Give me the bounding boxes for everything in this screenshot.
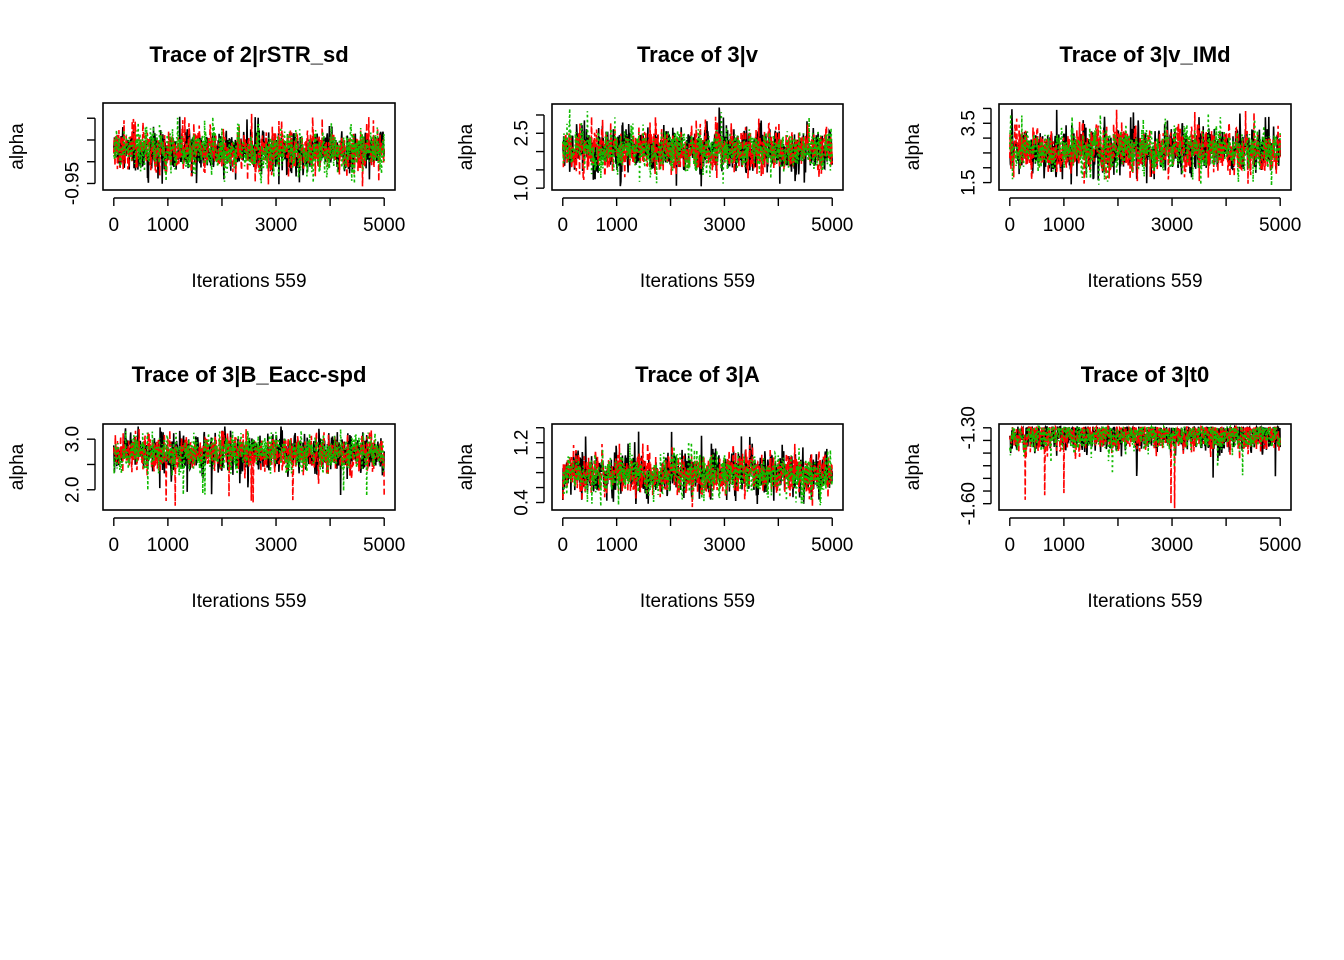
x-axis: 0 1000 3000 5000 bbox=[557, 197, 853, 236]
x-tick-label: 1000 bbox=[596, 215, 638, 236]
x-tick-label: 3000 bbox=[703, 535, 745, 556]
x-axis: 0 1000 3000 5000 bbox=[109, 517, 405, 556]
x-axis-label: Iterations 559 bbox=[640, 271, 755, 292]
trace-panel-rstr-sd: Trace of 2|rSTR_sd Iterations 559 alpha … bbox=[7, 42, 405, 292]
y-tick-label: 1.2 bbox=[512, 429, 533, 455]
x-axis: 0 1000 3000 5000 bbox=[557, 517, 853, 556]
x-tick-label: 1000 bbox=[147, 535, 189, 556]
y-axis-label: alpha bbox=[456, 123, 477, 170]
x-tick-label: 0 bbox=[109, 535, 120, 556]
trace-line-chain-3 bbox=[562, 108, 833, 184]
y-axis: -1.30 -1.60 bbox=[959, 406, 992, 525]
plot-box bbox=[102, 102, 396, 191]
trace-line-chain-3 bbox=[1009, 113, 1281, 186]
traces bbox=[113, 113, 385, 187]
x-tick-label: 1000 bbox=[1043, 215, 1085, 236]
y-tick-label: -1.30 bbox=[959, 406, 980, 449]
x-tick-label: 1000 bbox=[1043, 535, 1085, 556]
plot-box bbox=[551, 423, 844, 511]
traces bbox=[562, 107, 833, 187]
y-tick-label: 1.0 bbox=[512, 175, 533, 201]
x-tick-label: 3000 bbox=[255, 215, 297, 236]
y-tick-label: 1.5 bbox=[959, 169, 980, 195]
x-tick-label: 0 bbox=[557, 535, 568, 556]
y-tick-label: 3.0 bbox=[63, 426, 84, 452]
traces bbox=[1009, 109, 1281, 186]
y-axis-label: alpha bbox=[903, 443, 924, 490]
panel-title: Trace of 3|A bbox=[635, 362, 760, 387]
plot-box bbox=[998, 423, 1292, 511]
x-tick-label: 5000 bbox=[1259, 215, 1301, 236]
x-tick-label: 5000 bbox=[363, 215, 405, 236]
y-axis: 0.4 1.2 bbox=[512, 427, 545, 516]
y-tick-label: 3.5 bbox=[959, 110, 980, 136]
y-axis-label: alpha bbox=[7, 443, 28, 490]
x-tick-label: 3000 bbox=[255, 535, 297, 556]
x-tick-label: 5000 bbox=[811, 535, 853, 556]
panel-title: Trace of 3|v bbox=[637, 42, 759, 67]
y-tick-label: 0.4 bbox=[512, 489, 533, 516]
y-axis-label: alpha bbox=[7, 123, 28, 170]
x-axis-label: Iterations 559 bbox=[640, 591, 755, 612]
y-axis: 1.0 2.5 bbox=[512, 114, 545, 201]
trace-line-chain-3 bbox=[113, 429, 385, 496]
x-axis-label: Iterations 559 bbox=[1087, 591, 1202, 612]
y-axis: 1.5 3.5 bbox=[959, 107, 992, 196]
y-tick-label: 2.0 bbox=[63, 477, 84, 503]
y-axis-label: alpha bbox=[903, 123, 924, 170]
x-tick-label: 0 bbox=[109, 215, 120, 236]
plot-box bbox=[998, 103, 1292, 191]
x-axis: 0 1000 3000 5000 bbox=[1005, 517, 1301, 556]
y-axis: -0.95 bbox=[63, 117, 96, 205]
x-tick-label: 3000 bbox=[703, 215, 745, 236]
x-tick-label: 5000 bbox=[1259, 535, 1301, 556]
x-tick-label: 5000 bbox=[363, 535, 405, 556]
x-tick-label: 0 bbox=[1005, 215, 1016, 236]
panel-title: Trace of 2|rSTR_sd bbox=[149, 42, 348, 67]
trace-panel-a: Trace of 3|A Iterations 559 alpha 0 1000 3… bbox=[456, 362, 853, 612]
y-tick-label: -1.60 bbox=[959, 482, 980, 525]
y-tick-label: -0.95 bbox=[63, 162, 84, 205]
plot-box bbox=[102, 423, 396, 511]
panel-title: Trace of 3|B_Eacc-spd bbox=[132, 362, 367, 387]
x-tick-label: 5000 bbox=[811, 215, 853, 236]
x-tick-label: 3000 bbox=[1151, 215, 1193, 236]
panel-title: Trace of 3|t0 bbox=[1081, 362, 1209, 387]
x-axis-label: Iterations 559 bbox=[1087, 271, 1202, 292]
panel-title: Trace of 3|v_IMd bbox=[1059, 42, 1230, 67]
traces bbox=[562, 431, 833, 508]
traces bbox=[1009, 424, 1281, 509]
x-axis-label: Iterations 559 bbox=[191, 271, 306, 292]
x-axis: 0 1000 3000 5000 bbox=[109, 197, 405, 236]
trace-line-chain-3 bbox=[1009, 424, 1281, 476]
x-tick-label: 0 bbox=[557, 215, 568, 236]
trace-panel-t0: Trace of 3|t0 Iterations 559 alpha 0 1000… bbox=[903, 362, 1301, 612]
y-tick-label: 2.5 bbox=[512, 120, 533, 146]
x-tick-label: 1000 bbox=[147, 215, 189, 236]
x-axis: 0 1000 3000 5000 bbox=[1005, 197, 1301, 236]
trace-panel-b-eacc-spd: Trace of 3|B_Eacc-spd Iterations 559 alp… bbox=[7, 362, 405, 612]
trace-line-chain-3 bbox=[113, 116, 385, 184]
y-axis-label: alpha bbox=[456, 443, 477, 490]
traces bbox=[113, 426, 385, 506]
x-tick-label: 1000 bbox=[596, 535, 638, 556]
plot-box bbox=[551, 103, 844, 191]
trace-panel-v: Trace of 3|v Iterations 559 alpha 0 1000 3… bbox=[456, 42, 853, 292]
y-axis: 2.0 3.0 bbox=[63, 426, 96, 503]
x-axis-label: Iterations 559 bbox=[191, 591, 306, 612]
trace-line-chain-3 bbox=[562, 441, 833, 507]
x-tick-label: 3000 bbox=[1151, 535, 1193, 556]
x-tick-label: 0 bbox=[1005, 535, 1016, 556]
